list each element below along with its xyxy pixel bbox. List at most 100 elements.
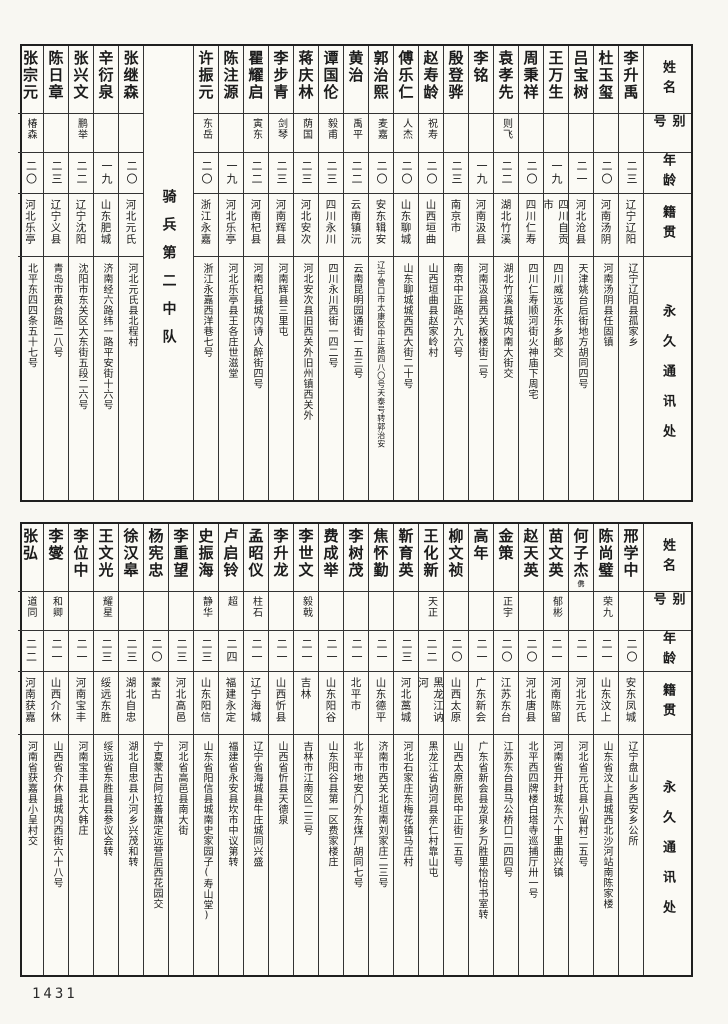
alias-cell (119, 113, 143, 152)
age-cell: 二一 (469, 630, 493, 671)
entry-column: 陈尚璧 荣九 二一 山东汶上 山东省汶上县城西北沙河站南陈家楼 (593, 524, 618, 975)
alias-cell: 寅东 (244, 113, 268, 152)
entry-column: 王文光 耀星 二三 绥远东胜 绥远省东胜县县参议会转 (93, 524, 118, 975)
age-cell: 一九 (469, 152, 493, 193)
age-cell: 二〇 (119, 152, 143, 193)
origin-cell: 安东凤城 (619, 671, 643, 734)
origin-cell: 山西太原 (444, 671, 468, 734)
alias-cell (619, 591, 643, 630)
name-cell: 张宗元 (21, 50, 39, 101)
age-cell: 二〇 (619, 630, 643, 671)
origin-cell: 河南杞县 (244, 193, 268, 256)
age-cell: 二一 (369, 630, 393, 671)
origin-cell: 河北乐亭 (219, 193, 243, 256)
age-cell: 二三 (394, 630, 418, 671)
origin-cell: 河南陈留 (544, 671, 568, 734)
alias-cell (169, 591, 193, 630)
entry-column: 李步青 剑琴 二三 河南辉县 河南辉县三里屯 (268, 46, 293, 500)
alias-cell: 祝寿 (419, 113, 443, 152)
address-cell: 绥远省东胜县县参议会转 (94, 734, 118, 975)
entry-column: 史振海 静华 二三 山东阳信 山东省阳信县城南史家园子(寿山堂) (193, 524, 218, 975)
name-cell: 殷登骅 (446, 50, 465, 101)
origin-cell: 四川仁寿 (519, 193, 543, 256)
age-cell: 二二 (419, 630, 443, 671)
header-age-label: 年龄 (644, 152, 691, 193)
origin-cell: 河北元氏 (119, 193, 143, 256)
entry-column: 谭国伦 毅甫 二三 四川永川 四川永川西街一四二号 (318, 46, 343, 500)
age-cell: 二〇 (519, 630, 543, 671)
header-origin-label: 籍贯 (644, 193, 691, 256)
alias-cell (544, 113, 568, 152)
address-cell: 北平西四牌楼白塔寺巡捕厅卅一号 (519, 734, 543, 975)
name-cell: 王文光 (96, 528, 115, 579)
entry-column: 张弘 道同 二二 河南获嘉 河南省获嘉县小呈村交 (18, 524, 43, 975)
entry-column: 李升龙二一 山西忻县 山西省忻县天德泉 (268, 524, 293, 975)
origin-cell: 江苏东台 (494, 671, 518, 734)
alias-cell: 静华 (194, 591, 218, 630)
age-cell: 二〇 (18, 152, 43, 193)
age-cell: 二一 (269, 630, 293, 671)
origin-cell: 山东阳谷 (319, 671, 343, 734)
name-cell: 杨宪忠 (146, 528, 165, 579)
name-cell: 史振海 (196, 528, 215, 579)
age-cell: 二四 (219, 630, 243, 671)
alias-cell: 超 (219, 591, 243, 630)
origin-cell: 河北沧县 (569, 193, 593, 256)
origin-cell: 广东新会 (469, 671, 493, 734)
address-cell: 江苏东台县马公桥口二四四号 (494, 734, 518, 975)
entry-column: 张继森 二〇 河北元氏 河北元氏县北程村 (118, 46, 143, 500)
name-cell: 李世文 (296, 528, 315, 579)
origin-cell: 山东肥城 (94, 193, 118, 256)
entry-column: 苗文英 郁彬 二一 河南陈留 河南省开封城东六十里曲兴镇 (543, 524, 568, 975)
header-age-label: 年龄 (644, 630, 691, 671)
name-cell: 蒋庆林 (296, 50, 315, 101)
name-cell: 陈注源 (221, 50, 240, 101)
address-cell: 湖北自忠县小河乡兴茂和转 (119, 734, 143, 975)
alias-cell: 麦嘉 (369, 113, 393, 152)
name-cell: 袁孝先 (496, 50, 515, 101)
address-cell: 北平东四四条五十七号 (18, 256, 43, 500)
name-cell: 谭国伦 (321, 50, 340, 101)
age-cell: 二三 (119, 630, 143, 671)
section-label: 骑兵第二中队 (160, 189, 177, 357)
name-cell: 傅乐仁 (396, 50, 415, 101)
name-annotation: 㑺 (577, 580, 585, 587)
address-cell: 云南昆明园通街一五三号 (344, 256, 368, 500)
age-cell: 二三 (94, 630, 118, 671)
name-cell: 焦怀勤 (371, 528, 390, 579)
age-cell: 二三 (169, 630, 193, 671)
alias-cell: 荣九 (594, 591, 618, 630)
name-cell: 靳育英 (396, 528, 415, 579)
header-address-label: 永久通讯处 (644, 734, 691, 975)
entry-column: 金策 正宇 二〇 江苏东台 江苏东台县马公桥口二四四号 (493, 524, 518, 975)
name-cell: 张弘 (21, 528, 39, 562)
origin-cell: 安东辑安 (369, 193, 393, 256)
header-column: 姓名 别号 年龄 籍贯 永久通讯处 (643, 46, 691, 500)
age-cell: 二三 (619, 152, 643, 193)
alias-cell: 毅甫 (319, 113, 343, 152)
origin-cell: 辽宁海城 (244, 671, 268, 734)
address-cell: 山西省忻县天德泉 (269, 734, 293, 975)
name-cell: 李升龙 (271, 528, 290, 579)
address-cell: 山西太原新民中正街二五号 (444, 734, 468, 975)
address-cell: 沈阳市东关区大东街五段二六号 (69, 256, 93, 500)
origin-cell: 黑龙江讷河 (419, 671, 443, 734)
address-cell: 河北石家庄东梅花镇马庄村 (394, 734, 418, 975)
origin-cell: 河南辉县 (269, 193, 293, 256)
alias-cell: 禹平 (344, 113, 368, 152)
address-cell: 河南宝丰县北大韩庄 (69, 734, 93, 975)
name-cell: 吕宝树 (571, 50, 590, 101)
alias-cell: 天正 (419, 591, 443, 630)
name-cell: 黄治 (346, 50, 365, 84)
entry-column: 陈日章 二三 辽宁义县 青岛市黄台路二八号 (43, 46, 68, 500)
entry-column: 靳育英 二三 河北藁城 河北石家庄东梅花镇马庄村 (393, 524, 418, 975)
address-cell: 河南省开封城东六十里曲兴镇 (544, 734, 568, 975)
name-cell: 陈日章 (46, 50, 65, 101)
alias-cell (269, 591, 293, 630)
name-cell: 王化新 (421, 528, 440, 579)
origin-cell: 蒙古 (144, 671, 168, 734)
entry-column: 吕宝树 二一 河北沧县 天津姚台后街地方胡同四号 (568, 46, 593, 500)
age-cell: 二二 (18, 630, 43, 671)
alias-cell: 则飞 (494, 113, 518, 152)
origin-cell: 山西忻县 (269, 671, 293, 734)
